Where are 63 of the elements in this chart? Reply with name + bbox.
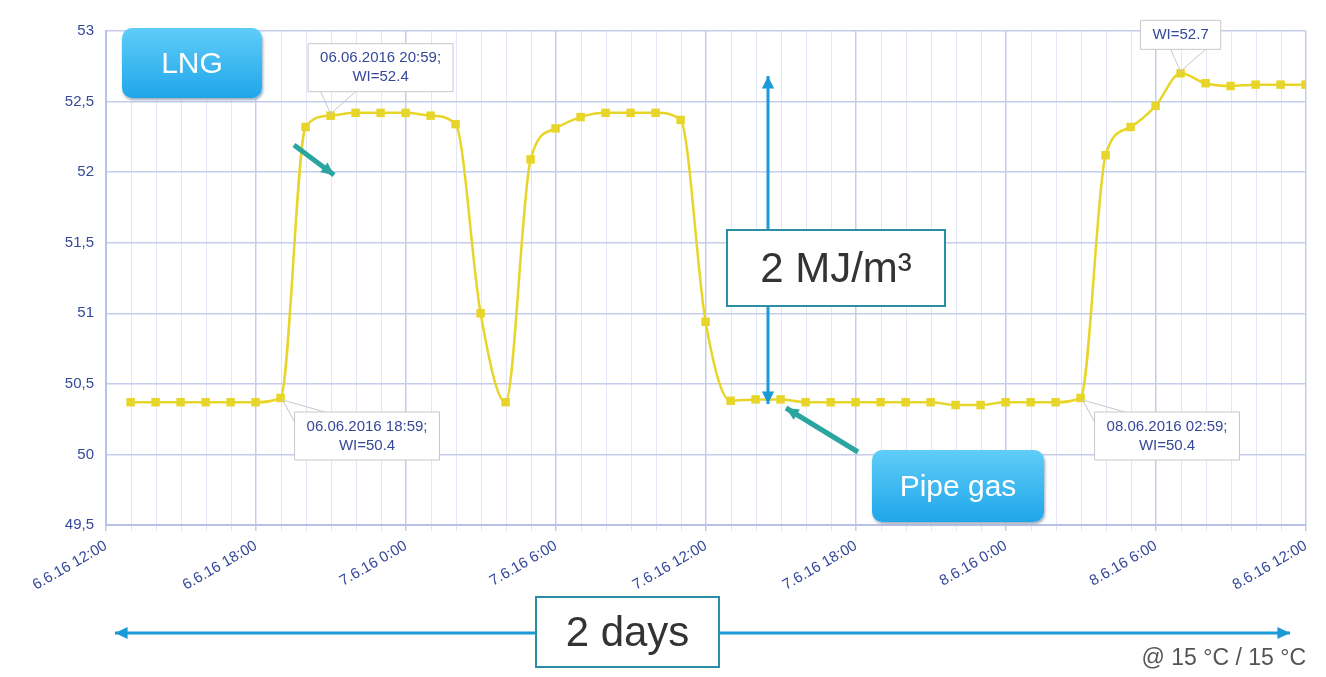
point — [751, 395, 760, 404]
annotation: 06.06.2016 18:59; WI=50.4 — [306, 416, 428, 453]
y-tick-label: 51,5 — [64, 232, 94, 250]
point — [1001, 397, 1010, 407]
y-tick-label: 53 — [77, 21, 94, 39]
point — [1176, 69, 1185, 78]
point — [276, 393, 285, 403]
point — [526, 155, 535, 164]
point — [1151, 101, 1160, 111]
point — [151, 397, 160, 407]
point — [126, 397, 135, 407]
point — [176, 397, 185, 407]
point — [851, 397, 860, 407]
point — [501, 397, 510, 407]
y-tick-label: 49,5 — [64, 515, 94, 533]
point — [776, 395, 785, 404]
point — [876, 397, 885, 407]
y-tick-label: 50,5 — [64, 374, 94, 391]
y-tick-label: 52 — [77, 162, 94, 180]
y-tick-label: 51 — [77, 303, 94, 321]
point — [926, 397, 935, 407]
point — [376, 108, 385, 118]
point — [701, 317, 710, 326]
point — [226, 397, 235, 407]
point — [1276, 80, 1285, 89]
y-tick-label: 50 — [77, 444, 94, 462]
point — [1051, 397, 1060, 407]
y-tick-label: 52,5 — [64, 91, 94, 109]
point — [601, 108, 610, 118]
point — [976, 400, 985, 410]
annotation: 08.06.2016 02:59; WI=50.4 — [1106, 416, 1228, 453]
annotation: WI=52.7 — [1152, 24, 1209, 42]
point — [1101, 150, 1110, 160]
point — [451, 119, 460, 129]
point — [901, 397, 910, 407]
point — [676, 115, 685, 125]
point — [1251, 80, 1260, 89]
point — [201, 397, 210, 407]
point — [1076, 393, 1085, 403]
point — [251, 397, 260, 407]
point — [726, 396, 735, 406]
text: 2 days — [535, 596, 720, 668]
point — [551, 124, 560, 133]
point — [426, 111, 435, 120]
point — [351, 108, 360, 118]
point — [1026, 397, 1035, 407]
point — [476, 309, 485, 318]
point — [626, 108, 635, 118]
annotation: LNG — [122, 28, 262, 98]
point — [401, 108, 410, 118]
point — [301, 122, 310, 132]
point — [1126, 122, 1135, 132]
annotation: 06.06.2016 20:59; WI=52.4 — [320, 48, 442, 85]
point — [1226, 81, 1235, 91]
text: @ 15 °C / 15 °C — [1141, 644, 1306, 671]
point — [651, 108, 660, 118]
point — [951, 400, 960, 410]
point — [576, 112, 585, 122]
annotation: 2 MJ/m³ — [726, 229, 946, 307]
point — [801, 397, 810, 407]
point — [1201, 78, 1210, 88]
point — [826, 397, 835, 407]
annotation: Pipe gas — [872, 450, 1044, 522]
